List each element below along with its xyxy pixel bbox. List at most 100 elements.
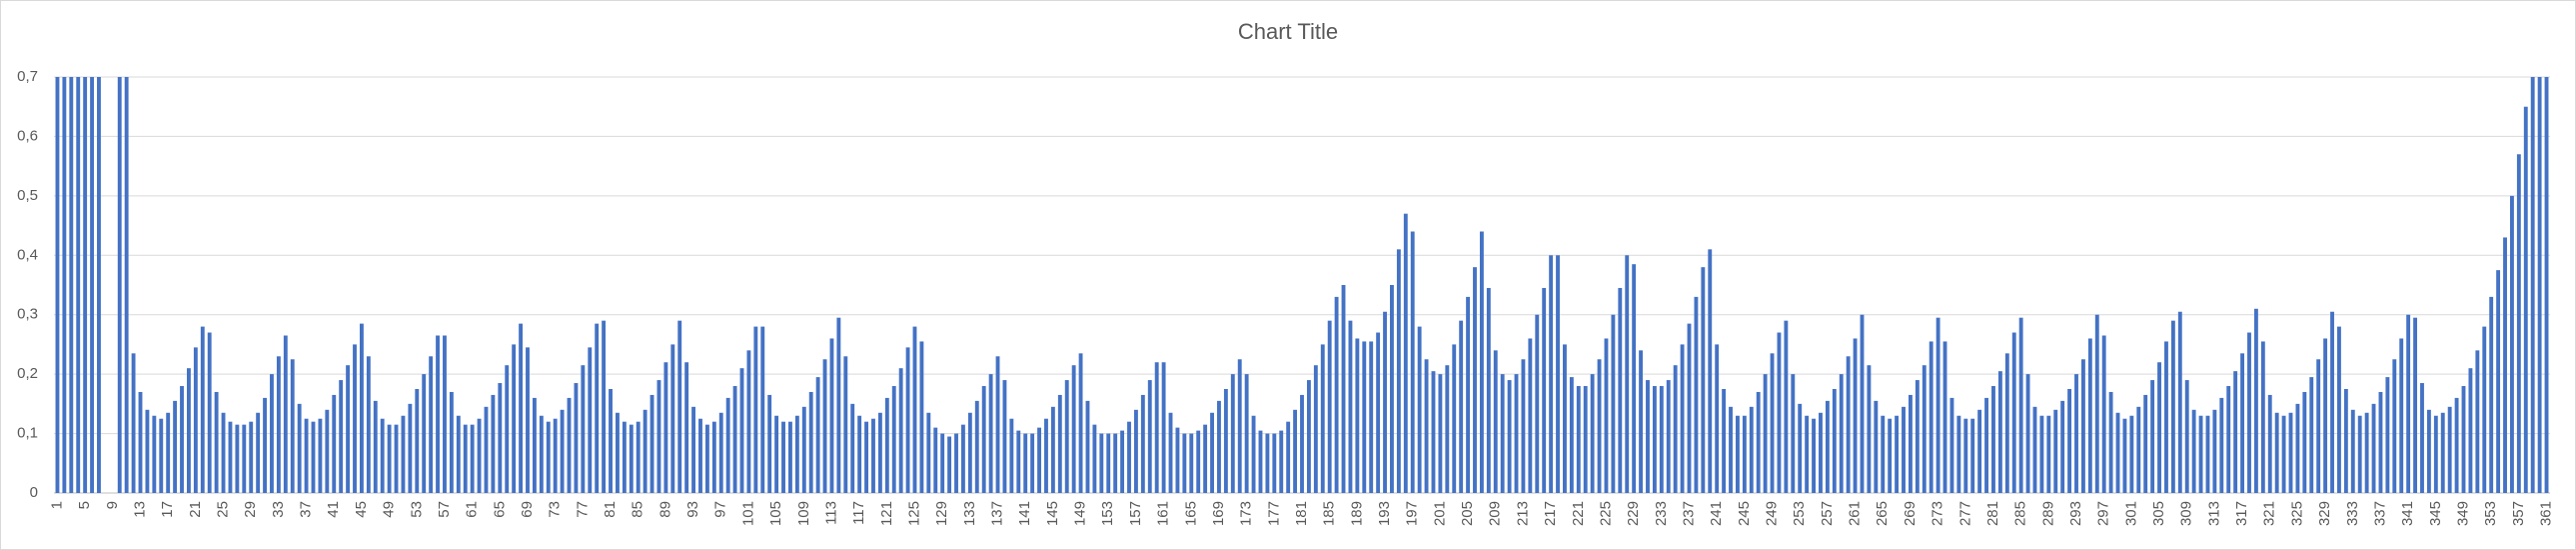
x-tick-label: 69 bbox=[519, 501, 536, 518]
x-tick-label: 265 bbox=[1874, 501, 1891, 526]
bar bbox=[408, 403, 413, 493]
bar bbox=[311, 421, 316, 493]
x-tick-label: 73 bbox=[547, 501, 564, 518]
bar bbox=[1853, 338, 1858, 493]
bar bbox=[415, 389, 420, 493]
bar bbox=[1908, 394, 1913, 493]
bar bbox=[2468, 368, 2473, 493]
x-tick-label: 361 bbox=[2538, 501, 2555, 526]
bar bbox=[166, 412, 171, 493]
bar bbox=[1597, 359, 1602, 493]
bar bbox=[1009, 418, 1014, 493]
bar bbox=[2350, 409, 2355, 493]
bar bbox=[2413, 317, 2418, 493]
bar bbox=[1970, 418, 1975, 493]
bar bbox=[649, 394, 654, 493]
bar bbox=[1286, 421, 1291, 493]
x-tick-label: 45 bbox=[353, 501, 370, 518]
bar bbox=[1189, 433, 1194, 493]
y-tick-label: 0,7 bbox=[17, 68, 38, 85]
bar bbox=[933, 427, 938, 493]
bar bbox=[297, 403, 302, 493]
bar bbox=[2143, 394, 2148, 493]
bar bbox=[1424, 359, 1429, 493]
x-tick-label: 337 bbox=[2371, 501, 2388, 526]
x-tick-label: 57 bbox=[436, 501, 453, 518]
bar bbox=[1749, 406, 1754, 493]
bar bbox=[470, 424, 475, 493]
bar bbox=[2330, 311, 2334, 493]
bar bbox=[1902, 406, 1906, 493]
x-tick-label: 237 bbox=[1680, 501, 1697, 526]
bar bbox=[1535, 314, 1540, 493]
x-tick-label: 21 bbox=[187, 501, 204, 518]
bar bbox=[2323, 338, 2328, 493]
bar bbox=[1044, 418, 1048, 493]
bar bbox=[2475, 350, 2480, 493]
bar bbox=[2233, 371, 2238, 493]
bar bbox=[366, 356, 371, 493]
bar bbox=[76, 77, 81, 493]
x-tick-label: 105 bbox=[767, 501, 784, 526]
bar bbox=[995, 356, 1000, 493]
bar bbox=[1680, 344, 1685, 493]
bar bbox=[1383, 311, 1387, 493]
x-tick-label: 85 bbox=[630, 501, 646, 518]
bar bbox=[629, 424, 634, 493]
bar bbox=[1922, 365, 1927, 493]
bar bbox=[186, 368, 191, 493]
bar bbox=[1348, 320, 1353, 493]
bar bbox=[1293, 409, 1298, 493]
bar bbox=[1258, 430, 1263, 493]
bar bbox=[1438, 374, 1443, 493]
x-tick-label: 41 bbox=[325, 501, 342, 518]
x-tick-label: 225 bbox=[1597, 501, 1614, 526]
bar bbox=[670, 344, 675, 493]
bar bbox=[1445, 365, 1450, 493]
bar bbox=[1279, 430, 1284, 493]
x-tick-label: 17 bbox=[159, 501, 176, 518]
bar bbox=[1798, 403, 1803, 493]
bar bbox=[422, 374, 427, 493]
bar bbox=[2191, 409, 2196, 493]
bar bbox=[2046, 415, 2051, 493]
bar bbox=[843, 356, 848, 493]
x-tick-label: 77 bbox=[574, 501, 591, 518]
bar bbox=[1652, 386, 1657, 493]
bar bbox=[2004, 353, 2009, 493]
bars bbox=[55, 77, 2549, 493]
bar bbox=[97, 77, 101, 493]
bar bbox=[829, 338, 834, 493]
bar bbox=[760, 326, 765, 493]
bar bbox=[2039, 415, 2044, 493]
bar bbox=[1915, 380, 1920, 493]
bar bbox=[788, 421, 792, 493]
bar bbox=[1942, 341, 1947, 493]
bar bbox=[781, 421, 785, 493]
x-tick-label: 145 bbox=[1044, 501, 1061, 526]
x-tick-label: 117 bbox=[850, 501, 867, 525]
bar bbox=[1708, 249, 1713, 493]
x-tick-label: 201 bbox=[1431, 501, 1448, 526]
bar bbox=[1528, 338, 1533, 493]
bar bbox=[581, 365, 586, 493]
bar bbox=[1846, 356, 1851, 493]
bar bbox=[2343, 389, 2348, 493]
x-tick-label: 61 bbox=[464, 501, 481, 518]
bar bbox=[456, 415, 461, 493]
x-tick-label: 289 bbox=[2039, 501, 2056, 526]
bar bbox=[1576, 386, 1581, 493]
bar bbox=[1396, 249, 1401, 493]
bar bbox=[429, 356, 434, 493]
bar bbox=[332, 394, 337, 493]
bar bbox=[1812, 418, 1816, 493]
x-tick-label: 185 bbox=[1321, 501, 1338, 526]
bar bbox=[1991, 386, 1995, 493]
bar bbox=[1756, 391, 1761, 493]
bar bbox=[1466, 296, 1471, 493]
y-tick-label: 0,3 bbox=[17, 306, 38, 323]
bar bbox=[663, 362, 668, 493]
bar bbox=[1023, 433, 1028, 493]
bar bbox=[193, 347, 198, 493]
bar bbox=[505, 365, 510, 493]
